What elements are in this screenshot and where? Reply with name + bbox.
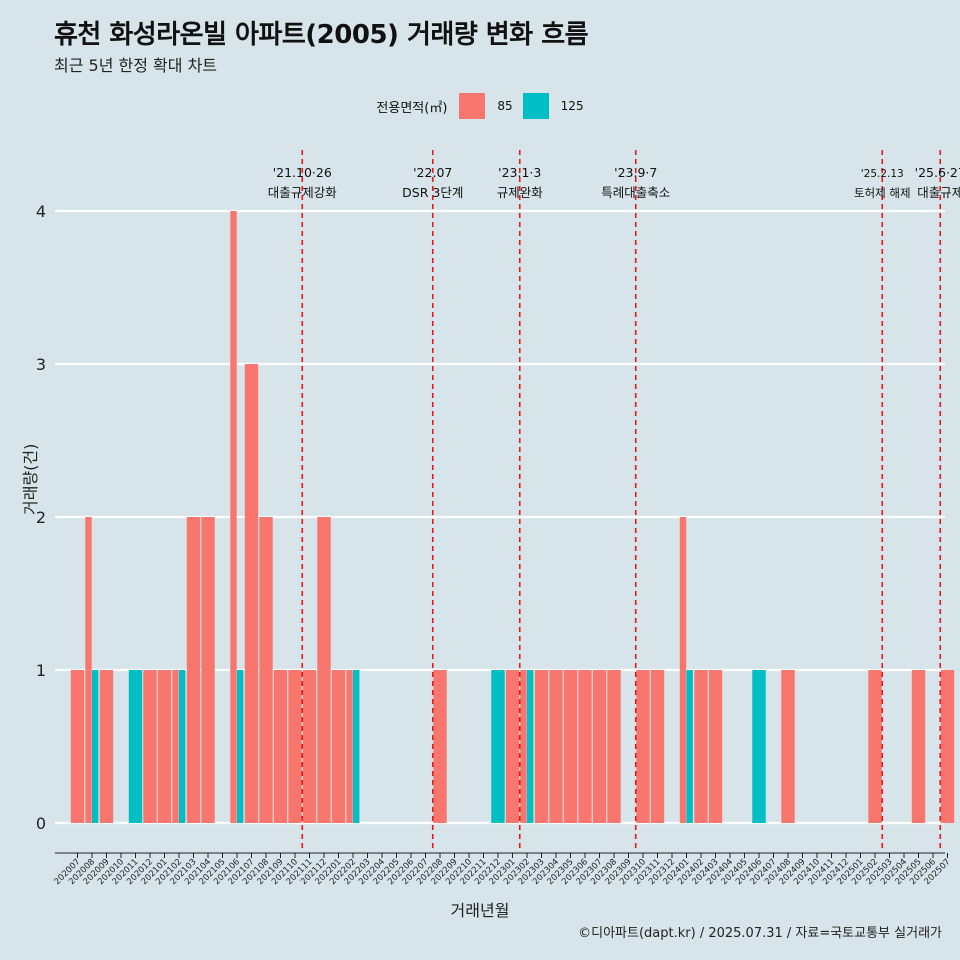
- bar-85: [549, 670, 563, 823]
- bar-85: [505, 670, 520, 823]
- legend-title: 전용면적(㎡): [376, 100, 448, 116]
- bar-85: [302, 670, 317, 823]
- event-date-label: '23.1·3: [498, 165, 541, 180]
- bar-85: [868, 670, 882, 823]
- legend-label-125: 125: [560, 99, 584, 113]
- bar-85: [230, 211, 237, 823]
- legend-swatch-85: [459, 93, 486, 119]
- bar-85: [201, 517, 215, 823]
- bar-125: [179, 670, 186, 823]
- event-date-label: '23.9·7: [614, 165, 657, 180]
- y-tick-label: 4: [36, 202, 46, 221]
- bar-85: [708, 670, 723, 823]
- bar-85: [331, 670, 346, 823]
- bar-85: [520, 670, 527, 823]
- event-name-label: 토허제 해제: [854, 186, 911, 200]
- bar-85: [273, 670, 288, 823]
- y-tick-label: 0: [36, 814, 46, 833]
- bar-85: [563, 670, 578, 823]
- bar-125: [491, 670, 505, 823]
- bar-85: [346, 670, 353, 823]
- bar-85: [940, 670, 955, 823]
- bar-85: [85, 517, 92, 823]
- bar-85: [317, 517, 331, 823]
- legend: 전용면적(㎡) 85 125: [0, 93, 960, 119]
- bar-85: [172, 670, 179, 823]
- event-name-label: DSR 3단계: [402, 185, 463, 200]
- bar-125: [237, 670, 244, 823]
- bar-85: [607, 670, 621, 823]
- bar-85: [694, 670, 708, 823]
- event-date-label: '25.2.13: [861, 168, 904, 180]
- event-name-label: 규제완화: [497, 185, 544, 200]
- bar-85: [259, 517, 273, 823]
- bar-125: [686, 670, 693, 823]
- event-name-label: 대출규제: [917, 185, 960, 200]
- bar-85: [433, 670, 447, 823]
- y-tick-label: 2: [36, 508, 46, 527]
- bar-85: [70, 670, 85, 823]
- bar-85: [157, 670, 172, 823]
- bar-85: [186, 517, 201, 823]
- bar-125: [128, 670, 143, 823]
- legend-swatch-125: [522, 93, 549, 119]
- event-date-label: '21.10·26: [273, 165, 332, 180]
- bar-125: [353, 670, 360, 823]
- bar-85: [636, 670, 650, 823]
- y-tick-label: 3: [36, 355, 46, 374]
- chart-title: 휴천 화성라온빌 아파트(2005) 거래량 변화 흐름: [54, 20, 589, 50]
- source-caption: ©디아파트(dapt.kr) / 2025.07.31 / 자료=국토교통부 실…: [578, 926, 942, 941]
- bar-125: [752, 670, 766, 823]
- bar-85: [143, 670, 157, 823]
- legend-label-85: 85: [497, 99, 513, 113]
- y-tick-label: 1: [36, 661, 46, 680]
- bar-125: [92, 670, 99, 823]
- event-name-label: 대출규제강화: [268, 185, 338, 200]
- x-axis-label: 거래년월: [450, 901, 510, 920]
- bar-85: [534, 670, 549, 823]
- bar-85: [244, 364, 259, 823]
- bar-85: [578, 670, 592, 823]
- bar-85: [781, 670, 795, 823]
- bar-125: [527, 670, 534, 823]
- chart-subtitle: 최근 5년 한정 확대 차트: [54, 56, 218, 75]
- bar-85: [592, 670, 607, 823]
- event-date-label: '25.6·27: [915, 165, 960, 180]
- event-date-label: '22.07: [413, 165, 452, 180]
- bar-85: [911, 670, 926, 823]
- bar-85: [99, 670, 114, 823]
- bar-85: [679, 517, 687, 823]
- bar-85: [288, 670, 302, 823]
- bar-85: [650, 670, 665, 823]
- event-name-label: 특례대출축소: [601, 185, 670, 200]
